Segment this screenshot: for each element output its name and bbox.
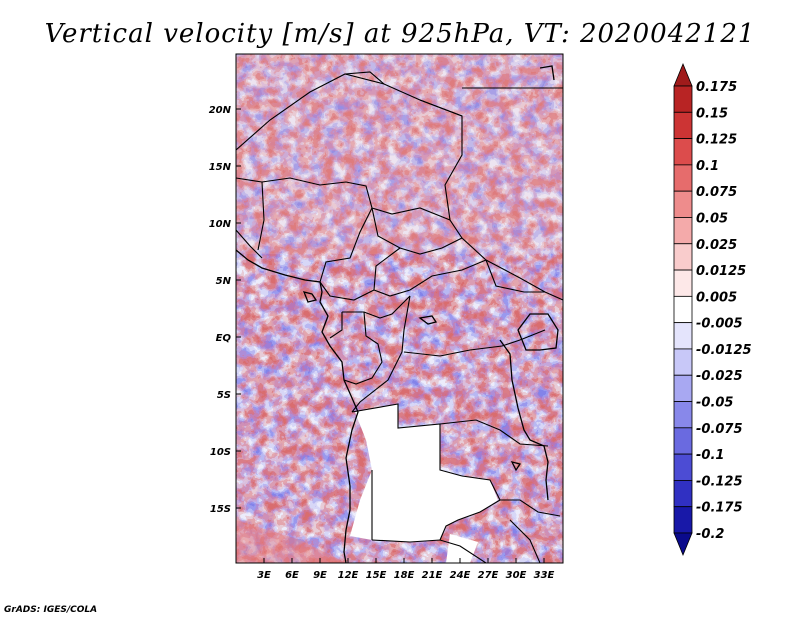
colorbar-label: 0.175 <box>696 80 737 95</box>
colorbar-swatch <box>673 374 693 402</box>
lat-label: 10S <box>210 447 231 458</box>
colorbar-label: 0.075 <box>696 185 737 200</box>
colorbar-swatch <box>673 401 693 429</box>
colorbar-swatch <box>673 164 693 192</box>
colorbar-swatch <box>673 506 693 534</box>
lat-labels: 20N 15N 10N 5N EQ 5S 10S 15S <box>209 105 232 515</box>
lon-label: 21E <box>422 570 443 581</box>
map-plot <box>236 54 563 563</box>
lon-label: 12E <box>338 570 359 581</box>
colorbar-label: -0.005 <box>696 317 743 332</box>
lon-label: 3E <box>257 570 271 581</box>
plot-title: Vertical velocity [m/s] at 925hPa, VT: 2… <box>45 19 756 49</box>
colorbar-label: -0.125 <box>696 474 743 489</box>
coastal-band <box>236 520 340 563</box>
colorbar-label: 0.025 <box>696 238 737 253</box>
colorbar-bottom-arrow <box>673 532 693 557</box>
colorbar-label: -0.025 <box>696 369 743 384</box>
lat-label: EQ <box>216 333 232 344</box>
grads-credit: GrADS: IGES/COLA <box>4 605 97 615</box>
lat-label: 5N <box>216 276 232 287</box>
colorbar-label: 0.0125 <box>696 264 746 279</box>
colorbar-swatch <box>673 348 693 376</box>
lon-label: 15E <box>366 570 387 581</box>
lon-label: 18E <box>394 570 415 581</box>
colorbar-swatch <box>673 480 693 508</box>
masked-terrain <box>350 404 498 542</box>
colorbar-swatch <box>673 295 693 324</box>
colorbar-swatch <box>673 111 693 139</box>
lon-label: 24E <box>450 570 471 581</box>
masked-terrain-2 <box>446 534 478 563</box>
colorbar-swatch <box>673 322 693 350</box>
colorbar-label: 0.1 <box>696 159 719 174</box>
colorbar-top-arrow <box>673 62 693 87</box>
lon-label: 27E <box>478 570 499 581</box>
lon-label: 6E <box>285 570 299 581</box>
colorbar-label: 0.125 <box>696 133 737 148</box>
lat-label: 5S <box>217 390 231 401</box>
colorbar-label: -0.1 <box>696 448 724 463</box>
lon-label: 30E <box>506 570 527 581</box>
lat-label: 15N <box>209 162 232 173</box>
colorbar-label: -0.0125 <box>696 343 752 358</box>
colorbar-swatch <box>673 269 693 297</box>
lat-label: 10N <box>209 219 232 230</box>
colorbar-label: -0.05 <box>696 396 733 411</box>
colorbar-swatch <box>673 243 693 271</box>
colorbar-label: -0.175 <box>696 501 743 516</box>
colorbar-swatch <box>673 427 693 455</box>
country-borders <box>236 71 563 563</box>
north-tint <box>236 54 563 254</box>
colorbar-label: 0.005 <box>696 290 737 305</box>
lon-label: 33E <box>534 570 555 581</box>
colorbar-label: -0.2 <box>696 527 724 542</box>
lat-label: 20N <box>209 105 232 116</box>
colorbar-swatch <box>673 190 693 218</box>
colorbar-label: 0.05 <box>696 211 728 226</box>
colorbar-swatch <box>673 85 693 113</box>
coastlines <box>236 65 559 563</box>
colorbar: 0.175 0.15 0.125 0.1 0.075 0.05 0.025 0.0125 0.0… <box>673 62 752 557</box>
lat-label: 15S <box>210 504 231 515</box>
colorbar-swatch <box>673 217 693 245</box>
colorbar-label: -0.075 <box>696 422 743 437</box>
colorbar-swatch <box>673 138 693 166</box>
colorbar-label: 0.15 <box>696 106 728 121</box>
colorbar-swatch <box>673 453 693 481</box>
lon-labels: 3E 6E 9E 12E 15E 18E 21E 24E 27E 30E 33E <box>257 570 554 581</box>
axis-ticks <box>236 108 545 563</box>
lon-label: 9E <box>313 570 327 581</box>
plot-frame <box>235 53 564 564</box>
